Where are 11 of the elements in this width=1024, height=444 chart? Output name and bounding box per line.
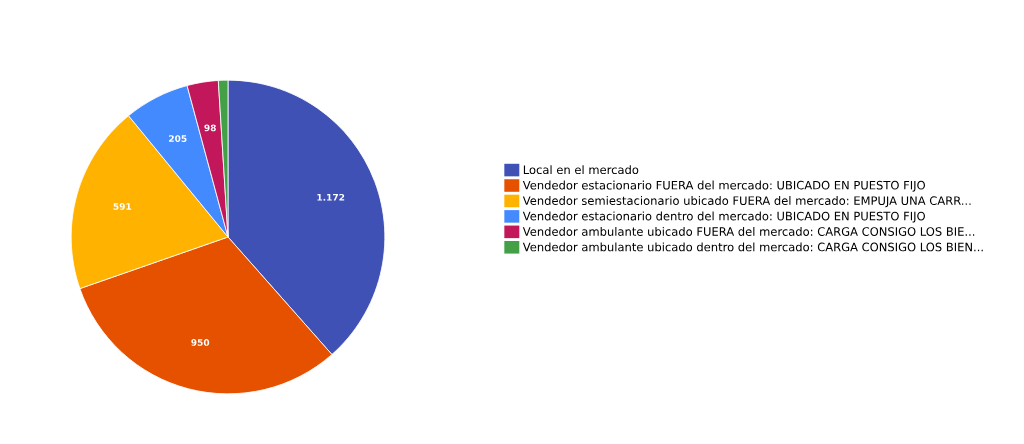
legend-label: Vendedor ambulante ubicado FUERA del mercado: CARGA CONSIGO LOS BIE... (522, 226, 975, 236)
legend-label: Vendedor ambulante ubicado dentro del mercado: CARGA CONSIGO LOS BIEN... (522, 242, 983, 252)
data-label: 591 (113, 203, 132, 210)
data-label: 205 (169, 135, 187, 142)
legend-label: Vendedor semiestacionario ubicado FUERA del mercado: EMPUJA UNA CARR... (522, 196, 971, 208)
data-label: 98 (204, 124, 216, 132)
data-label: 950 (191, 339, 210, 346)
legend-label: Vendedor estacionario FUERA del mercado: UBICADO EN PUESTO FIJO (522, 180, 925, 192)
data-label: 1.172 (317, 193, 345, 201)
legend-label: Vendedor estacionario dentro del mercado: UBICADO EN PUESTO FIJO (522, 211, 925, 223)
legend-label: Local en el mercado (523, 165, 639, 175)
